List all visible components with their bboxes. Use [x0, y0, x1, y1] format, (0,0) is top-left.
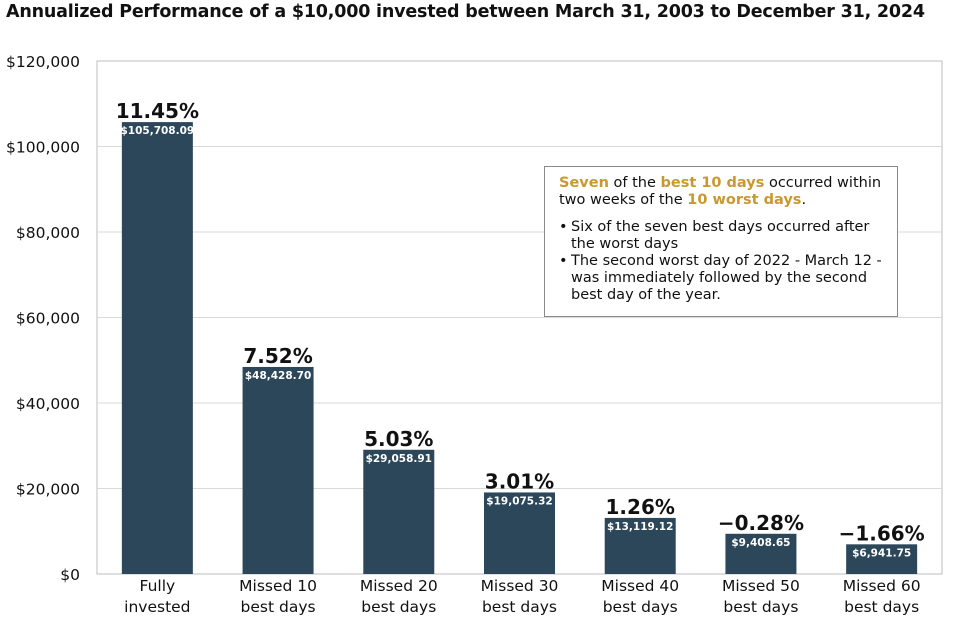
bar — [121, 122, 193, 575]
x-tick-label: invested — [124, 598, 190, 616]
bar-percent-label: 1.26% — [606, 495, 675, 519]
x-tick-label: Missed 50 — [722, 577, 800, 595]
x-tick-label: best days — [844, 598, 919, 616]
bullet-marker: • — [559, 253, 568, 269]
annotation-bullet-text: Six of the seven best days occurred afte… — [571, 219, 870, 252]
x-tick-label: best days — [361, 598, 436, 616]
annotation-lead-part: Seven — [559, 175, 609, 191]
bullet-marker: • — [559, 219, 568, 235]
bar-percent-label: −0.28% — [718, 511, 804, 535]
bar — [242, 366, 314, 574]
annotation-lead-part: occurred within two weeks of the — [559, 175, 882, 208]
bar — [725, 533, 797, 574]
annotation-box: Seven of the best 10 days occurred withi… — [544, 166, 898, 317]
bar-percent-label: 5.03% — [364, 427, 433, 451]
y-tick-label: $60,000 — [16, 310, 80, 328]
annotation-lead-part: . — [801, 192, 807, 208]
annotation-lead-part: best 10 days — [660, 175, 765, 191]
bar — [846, 544, 918, 574]
x-tick-label: best days — [482, 598, 557, 616]
bar-percent-label: 11.45% — [116, 99, 199, 123]
x-tick-label: Fully — [140, 577, 176, 595]
annotation-bullet: • Six of the seven best days occurred af… — [559, 219, 885, 253]
y-tick-label: $0 — [60, 566, 80, 584]
chart-title: Annualized Performance of a $10,000 inve… — [6, 2, 925, 22]
annotation-lead-part: 10 worst days — [687, 192, 802, 208]
y-tick-label: $120,000 — [6, 53, 80, 71]
x-tick-label: best days — [723, 598, 798, 616]
y-tick-label: $100,000 — [6, 139, 80, 157]
bar-percent-label: −1.66% — [839, 521, 925, 545]
y-tick-label: $20,000 — [16, 481, 80, 499]
x-tick-label: Missed 40 — [601, 577, 679, 595]
bar-value-label: $29,058.91 — [366, 453, 432, 465]
bar-value-label: $13,119.12 — [607, 521, 673, 533]
y-tick-label: $40,000 — [16, 395, 80, 413]
bar — [363, 449, 435, 574]
x-tick-label: Missed 10 — [239, 577, 317, 595]
bar-value-label: $19,075.32 — [486, 495, 552, 507]
bar-percent-label: 3.01% — [485, 469, 554, 493]
bar-value-label: $48,428.70 — [245, 370, 311, 382]
x-tick-label: best days — [241, 598, 316, 616]
annotation-lead: Seven of the best 10 days occurred withi… — [559, 175, 885, 209]
x-tick-label: Missed 20 — [360, 577, 438, 595]
bar — [604, 517, 676, 574]
x-tick-label: best days — [603, 598, 678, 616]
bar-value-label: $9,408.65 — [731, 537, 790, 549]
bar-value-label: $105,708.09 — [120, 125, 194, 137]
annotation-bullet: • The second worst day of 2022 - March 1… — [559, 253, 885, 304]
x-tick-label: Missed 60 — [843, 577, 921, 595]
bar — [484, 492, 555, 574]
annotation-lead-part: of the — [608, 175, 661, 191]
x-tick-label: Missed 30 — [481, 577, 559, 595]
annotation-bullet-text: The second worst day of 2022 - March 12 … — [571, 253, 882, 303]
bar-value-label: $6,941.75 — [852, 547, 911, 559]
bar-percent-label: 7.52% — [243, 344, 312, 368]
y-tick-label: $80,000 — [16, 224, 80, 242]
